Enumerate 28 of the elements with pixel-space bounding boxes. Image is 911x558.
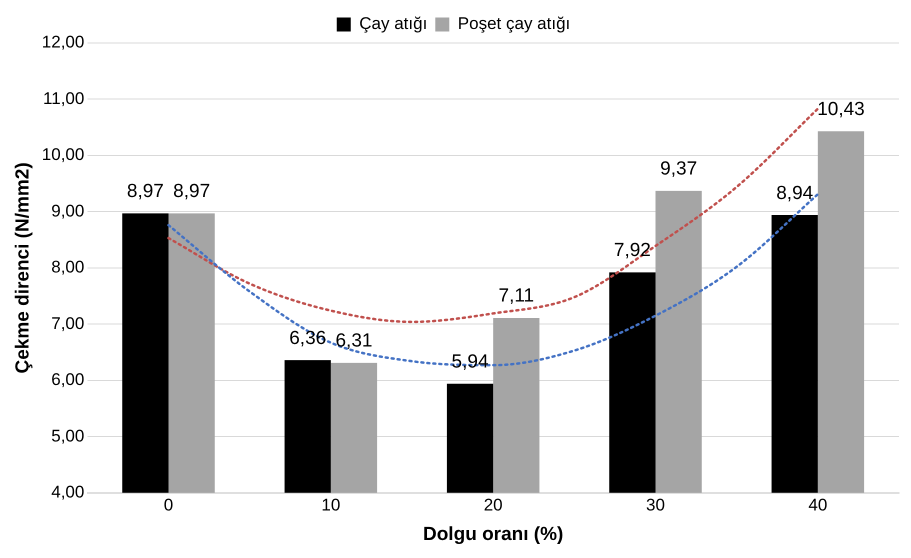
data-label: 10,43: [817, 99, 865, 120]
data-label: 8,97: [126, 181, 164, 202]
y-tick-label: 6,00: [51, 370, 84, 390]
y-tick-label: 11,00: [43, 88, 84, 108]
x-tick-label: 10: [321, 496, 340, 515]
data-label: 8,94: [776, 182, 814, 204]
y-axis-title: Çekme direnci (N/mm2): [12, 162, 34, 374]
y-tick-label: 8,00: [51, 258, 84, 277]
data-label: 9,37: [660, 158, 698, 180]
y-tick-label: 9,00: [51, 201, 84, 220]
data-label: 7,11: [498, 286, 534, 307]
y-tick-label: 12,00: [42, 32, 84, 52]
data-label: 8,97: [173, 181, 210, 202]
legend-label: Poşet çay atığı: [458, 14, 570, 34]
data-label: 6,31: [335, 330, 372, 352]
line-series: [167, 108, 820, 324]
y-tick-label: 5,00: [51, 426, 84, 446]
y-tick-label: 10,00: [42, 145, 84, 164]
x-tick-label: 40: [808, 496, 828, 515]
x-tick-label: 0: [164, 496, 174, 515]
legend-label: Çay atığı: [359, 14, 428, 34]
data-label: 6,36: [289, 328, 326, 349]
x-tick-label: 20: [484, 496, 503, 515]
data-label: 7,92: [614, 240, 651, 262]
x-axis-title: Dolgu oranı (%): [422, 524, 564, 545]
x-tick-label: 30: [646, 496, 665, 515]
y-tick-label: 4,00: [51, 482, 84, 502]
y-tick-label: 7,00: [51, 314, 84, 333]
